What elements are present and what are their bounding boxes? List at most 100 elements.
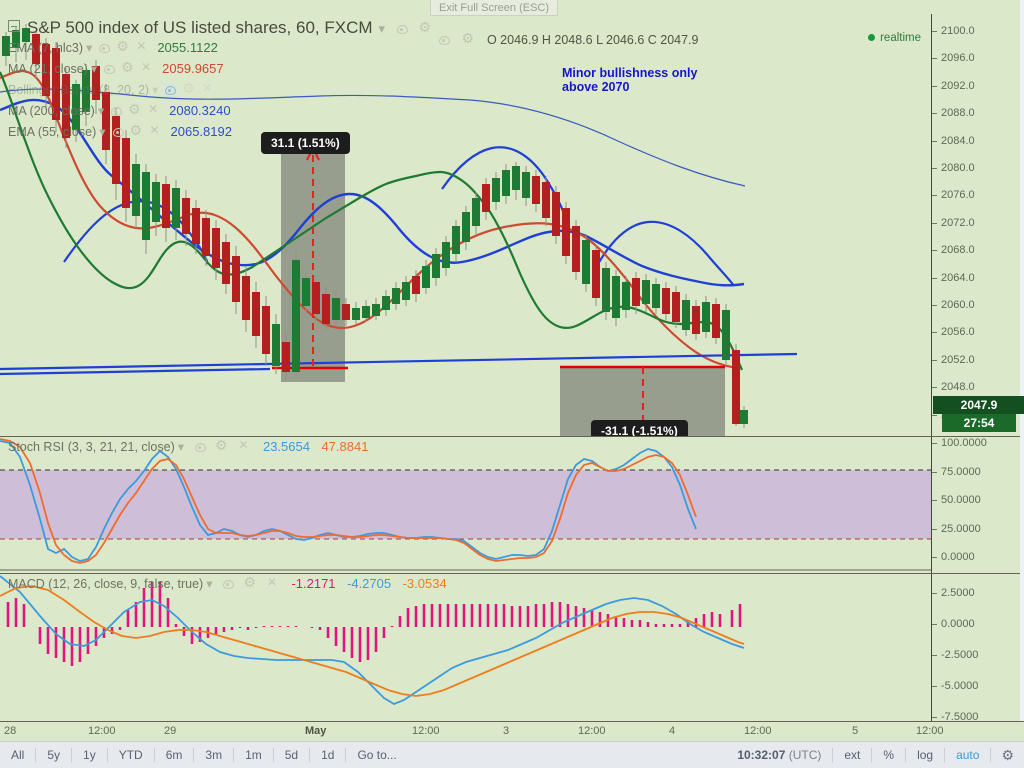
macd-close-icon[interactable] — [265, 575, 280, 591]
status-badge: realtime — [868, 32, 921, 44]
eye-icon[interactable] — [101, 61, 116, 76]
indicator-legend-row-4[interactable]: EMA (55, close)▾ 2065.8192 — [8, 122, 232, 139]
macd-line — [0, 575, 745, 706]
ohlc-eye-icon[interactable] — [436, 32, 451, 47]
gear-icon[interactable] — [115, 38, 130, 55]
time-axis-label: May — [305, 725, 327, 737]
range-button-3m[interactable]: 3m — [205, 748, 223, 762]
range-button-6m[interactable]: 6m — [165, 748, 183, 762]
indicator-legend-row-2[interactable]: Bollinger Bands (8, 20, 2) ▾ — [8, 80, 215, 97]
price-chart-svg — [0, 14, 931, 436]
stoch-legend-row[interactable]: Stoch RSI (3, 3, 21, 21, close)▾ 23.5654… — [8, 437, 369, 454]
price-plot-area[interactable]: 31.1 (1.51%) -31.1 (-1.51%) Minor bullis… — [0, 14, 931, 436]
close-icon[interactable] — [148, 123, 163, 139]
macd-signal-line — [0, 585, 745, 697]
close-icon[interactable] — [134, 39, 149, 55]
chevron-down-icon[interactable]: ▾ — [86, 41, 93, 55]
ohlc-values: O 2046.9 H 2048.6 L 2046.6 C 2047.9 — [432, 30, 698, 47]
range-button-1m[interactable]: 1m — [245, 748, 262, 762]
macd-tick-mark — [932, 686, 937, 687]
time-axis-label: 12:00 — [578, 725, 606, 737]
toolbar-divider — [233, 748, 235, 762]
stoch-gear-icon[interactable] — [214, 437, 229, 454]
bar-countdown-badge[interactable]: 27:54 — [942, 414, 1016, 432]
stoch-tick-mark — [932, 500, 937, 501]
stoch-band — [0, 470, 931, 539]
chevron-down-icon[interactable]: ▾ — [97, 104, 105, 118]
macd-value-hist: -1.2171 — [291, 576, 336, 591]
macd-axis[interactable]: 2.5000 0.0000 -2.5000 -5.0000 -7.5000 — [931, 574, 1024, 723]
time-axis-label: 28 — [4, 725, 17, 737]
eye-icon[interactable] — [96, 40, 111, 55]
collapse-icon[interactable] — [8, 20, 20, 32]
indicator-label: EMA (55, close) — [8, 125, 97, 139]
indicator-label: MA (200, close) — [8, 104, 95, 118]
stoch-eye-icon[interactable] — [192, 439, 207, 454]
range-button-1d[interactable]: 1d — [321, 748, 335, 762]
range-button-all[interactable]: All — [11, 748, 25, 762]
eye-icon[interactable] — [394, 21, 409, 36]
gear-icon[interactable] — [127, 101, 142, 118]
symbol-title-row[interactable]: S&P 500 index of US listed shares, 60, F… — [8, 18, 433, 38]
indicator-legend-row-0[interactable]: EMA (7, hlc3)▾ 2055.1122 — [8, 38, 218, 55]
indicator-label: Bollinger Bands (8, 20, 2) — [8, 83, 150, 97]
toolbar-divider — [905, 748, 907, 762]
macd-value-macd: -4.2705 — [347, 576, 392, 591]
stoch-value-d: 47.8841 — [321, 439, 369, 454]
chevron-down-icon[interactable]: ▾ — [152, 83, 159, 97]
chevron-down-icon[interactable]: ▾ — [90, 62, 98, 76]
macd-gear-icon[interactable] — [242, 574, 257, 591]
close-icon[interactable] — [139, 60, 154, 76]
gear-icon[interactable] — [181, 80, 196, 97]
range-button-5y[interactable]: 5y — [47, 748, 61, 762]
macd-tick-mark — [932, 624, 937, 625]
measure-badge-down[interactable]: -31.1 (-1.51%) — [591, 420, 688, 436]
price-axis[interactable]: 2100.0 2096.0 2092.0 2088.0 2084.0 2080.0 2076… — [931, 14, 1024, 436]
measure-badge-up[interactable]: 31.1 (1.51%) — [261, 132, 350, 154]
close-icon[interactable] — [146, 102, 161, 118]
stoch-tick-mark — [932, 557, 937, 558]
macd-eye-icon[interactable] — [220, 576, 235, 591]
eye-icon[interactable] — [110, 124, 125, 139]
settings-gear-icon[interactable]: ⚙ — [1001, 746, 1014, 763]
range-button-1y[interactable]: 1y — [83, 748, 96, 762]
exit-fullscreen-tooltip: Exit Full Screen (ESC) — [430, 0, 559, 16]
range-button-ytd[interactable]: YTD — [118, 748, 143, 762]
support-trendline-left — [0, 367, 271, 376]
close-icon[interactable] — [200, 81, 215, 97]
time-axis-label: 12:00 — [916, 725, 944, 737]
toolbar-button-ext[interactable]: ext — [844, 748, 861, 762]
indicator-legend-row-1[interactable]: MA (21, close)▾ 2059.9657 — [8, 59, 224, 76]
price-tick-mark — [932, 140, 937, 142]
auto-scale-button[interactable]: auto — [956, 748, 980, 762]
indicator-legend-row-3[interactable]: MA (200, close)▾ 2080.3240 — [8, 101, 231, 118]
chart-annotation-text[interactable]: Minor bullishness only above 2070 — [562, 66, 697, 94]
gear-icon[interactable] — [120, 59, 135, 76]
stoch-tick-label: 50.0000 — [941, 494, 981, 506]
macd-legend-row[interactable]: MACD (12, 26, close, 9, false, true)▾ -1… — [8, 574, 447, 591]
goto-button[interactable]: Go to... — [357, 748, 397, 762]
time-axis[interactable]: 28 12:00 29 May 12:00 3 12:00 4 12:00 5 12:00 — [0, 721, 1024, 741]
stoch-tick-label: 25.0000 — [941, 522, 981, 535]
gear-icon[interactable] — [418, 19, 433, 36]
ohlc-gear-icon[interactable] — [460, 30, 475, 47]
last-price-badge[interactable]: 2047.9 — [933, 396, 1024, 414]
gear-icon[interactable] — [129, 122, 144, 139]
stoch-close-icon[interactable] — [236, 438, 251, 454]
eye-icon[interactable] — [162, 82, 178, 97]
eye-icon[interactable] — [108, 103, 123, 118]
macd-tick-label: -5.0000 — [941, 680, 979, 692]
chevron-down-icon[interactable]: ▾ — [99, 125, 106, 139]
range-button-5d[interactable]: 5d — [284, 748, 299, 762]
stoch-plot-area[interactable] — [0, 437, 931, 573]
realtime-label: realtime — [880, 32, 921, 44]
macd-plot-area[interactable] — [0, 574, 931, 721]
stoch-axis[interactable]: 100.0000 75.0000 50.0000 25.0000 0.0000 — [931, 437, 1024, 573]
indicator-value: 2059.9657 — [162, 61, 224, 76]
toolbar-button-log[interactable]: log — [917, 748, 934, 762]
toolbar-button-percent[interactable]: % — [883, 748, 895, 762]
toolbar-divider — [345, 748, 347, 762]
macd-tick-mark — [932, 655, 937, 656]
right-scroll-strip[interactable] — [1020, 0, 1024, 741]
